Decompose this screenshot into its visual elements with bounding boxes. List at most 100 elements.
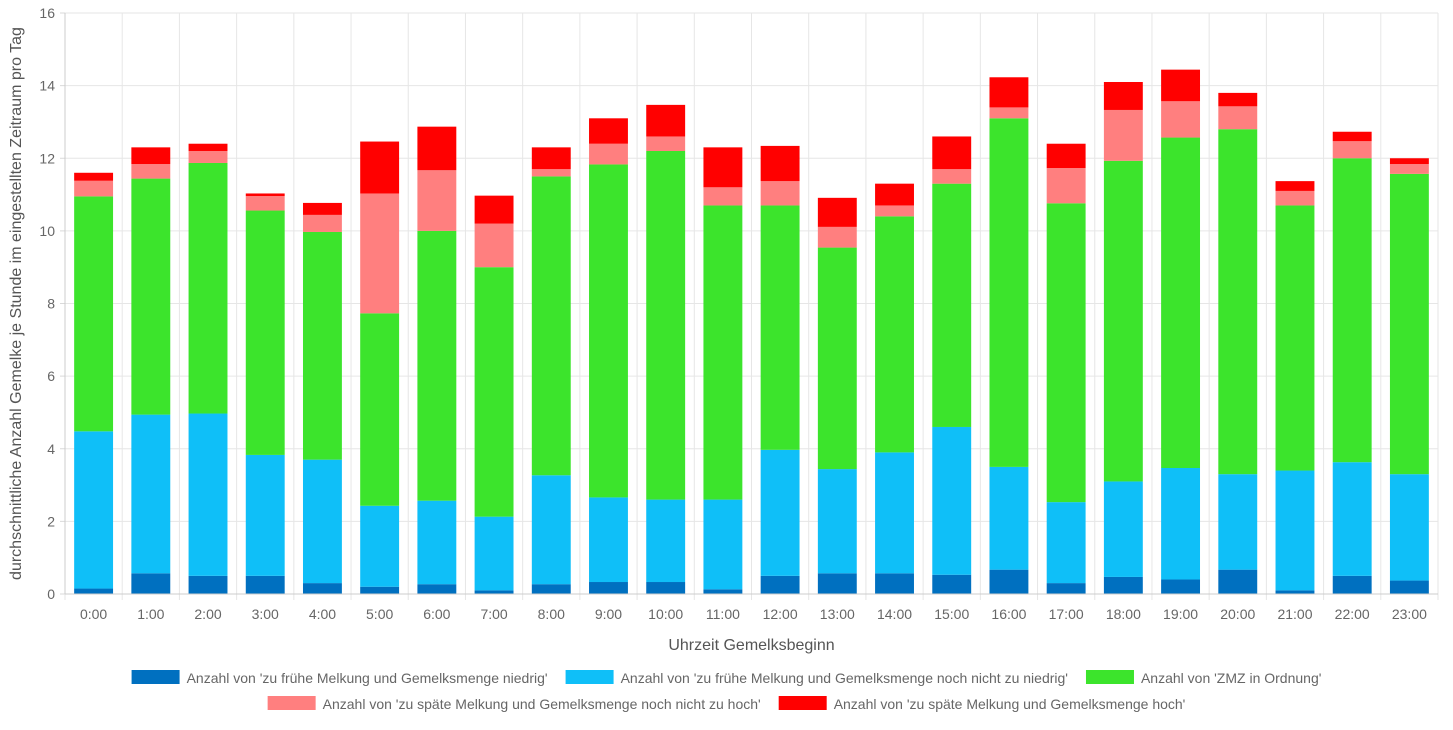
bar-segment: [302, 459, 342, 584]
bar-segment: [131, 414, 171, 574]
bar-segment: [1161, 101, 1201, 138]
bar-segment: [1161, 579, 1201, 594]
bar-segment: [1046, 168, 1086, 204]
bars: [74, 69, 1429, 594]
bar-segment: [188, 575, 228, 594]
bar-segment: [1275, 470, 1315, 591]
x-tick-label: 8:00: [538, 606, 565, 622]
y-tick-label: 0: [47, 586, 55, 602]
bar-segment: [131, 147, 171, 165]
x-tick-label: 6:00: [423, 606, 450, 622]
bar-segment: [1275, 205, 1315, 471]
bar-segment: [131, 178, 171, 415]
bar-segment: [531, 584, 571, 594]
bar-segment: [1103, 481, 1143, 577]
bar-segment: [417, 584, 457, 594]
bar-segment: [989, 118, 1029, 467]
bar-segment: [1275, 590, 1315, 594]
x-tick-label: 5:00: [366, 606, 393, 622]
bar-segment: [1161, 467, 1201, 580]
bar-segment: [531, 176, 571, 476]
bar-segment: [245, 454, 285, 576]
bar-segment: [1046, 203, 1086, 503]
x-tick-label: 21:00: [1277, 606, 1312, 622]
bar-segment: [875, 183, 914, 206]
bar-segment: [1389, 164, 1429, 174]
bar-segment: [74, 180, 114, 197]
bar-segment: [817, 247, 857, 470]
bar-segment: [1103, 81, 1143, 110]
x-tick-label: 15:00: [934, 606, 969, 622]
bar-segment: [417, 126, 457, 171]
bar-segment: [474, 223, 514, 268]
x-tick-label: 18:00: [1106, 606, 1141, 622]
legend-label: Anzahl von 'zu frühe Melkung und Gemelks…: [621, 670, 1068, 686]
bar-segment: [589, 582, 628, 594]
bar-segment: [188, 150, 228, 163]
x-tick-label: 23:00: [1392, 606, 1427, 622]
bar-segment: [646, 499, 686, 583]
bar-segment: [989, 107, 1029, 119]
bar-segment: [760, 181, 800, 206]
x-tick-label: 22:00: [1335, 606, 1370, 622]
bar-segment: [989, 77, 1029, 108]
bar-segment: [589, 143, 628, 165]
axes: 0 2 4 6 8 10 12 14 16 0:00 1:00 2:00 3:00 4:00 5:00 6:0…: [39, 5, 1438, 622]
bar-segment: [932, 169, 972, 184]
y-tick-label: 8: [47, 296, 55, 312]
bar-segment: [74, 431, 114, 589]
bar-segment: [188, 162, 228, 414]
bar-segment: [1332, 462, 1372, 576]
bar-segment: [760, 575, 800, 594]
bar-segment: [302, 214, 342, 232]
legend-label: Anzahl von 'ZMZ in Ordnung': [1141, 670, 1321, 686]
bar-segment: [875, 452, 914, 574]
bar-segment: [1218, 106, 1258, 130]
bar-segment: [474, 267, 514, 517]
bar-segment: [131, 573, 171, 594]
legend-swatch: [131, 670, 180, 684]
bar-segment: [1332, 158, 1372, 463]
bar-segment: [245, 575, 285, 594]
legend-item: Anzahl von 'zu frühe Melkung und Gemelks…: [131, 670, 548, 686]
legend-item: Anzahl von 'zu frühe Melkung und Gemelks…: [565, 670, 1068, 686]
bar-segment: [1389, 173, 1429, 475]
bar-segment: [1332, 141, 1372, 159]
legend-item: Anzahl von 'zu späte Melkung und Gemelks…: [778, 696, 1186, 712]
bar-segment: [932, 136, 972, 170]
x-tick-label: 19:00: [1163, 606, 1198, 622]
bar-segment: [245, 193, 285, 197]
bar-segment: [531, 169, 571, 177]
bar-segment: [1103, 109, 1143, 161]
bar-segment: [760, 205, 800, 450]
bar-segment: [703, 205, 743, 500]
x-tick-label: 4:00: [309, 606, 336, 622]
y-tick-label: 4: [47, 441, 55, 457]
x-tick-label: 17:00: [1049, 606, 1084, 622]
bar-segment: [703, 589, 743, 594]
bar-segment: [474, 516, 514, 591]
bar-segment: [646, 150, 686, 500]
legend-label: Anzahl von 'zu späte Melkung und Gemelks…: [834, 696, 1186, 712]
bar-segment: [188, 413, 228, 576]
bar-segment: [417, 230, 457, 501]
bar-segment: [1332, 575, 1372, 594]
bar-segment: [760, 449, 800, 576]
bar-segment: [1161, 137, 1201, 468]
bar-segment: [817, 573, 857, 594]
y-axis-title: durchschnittliche Anzahl Gemelke je Stun…: [8, 27, 25, 580]
x-tick-label: 20:00: [1220, 606, 1255, 622]
bar-segment: [74, 172, 114, 181]
bar-segment: [131, 164, 171, 179]
legend: Anzahl von 'zu frühe Melkung und Gemelks…: [131, 670, 1321, 712]
bar-segment: [703, 147, 743, 188]
bar-segment: [932, 183, 972, 427]
bar-segment: [245, 210, 285, 455]
x-tick-label: 12:00: [763, 606, 798, 622]
bar-segment: [703, 187, 743, 206]
x-tick-label: 16:00: [991, 606, 1026, 622]
bar-segment: [302, 231, 342, 460]
y-tick-label: 2: [47, 513, 55, 529]
